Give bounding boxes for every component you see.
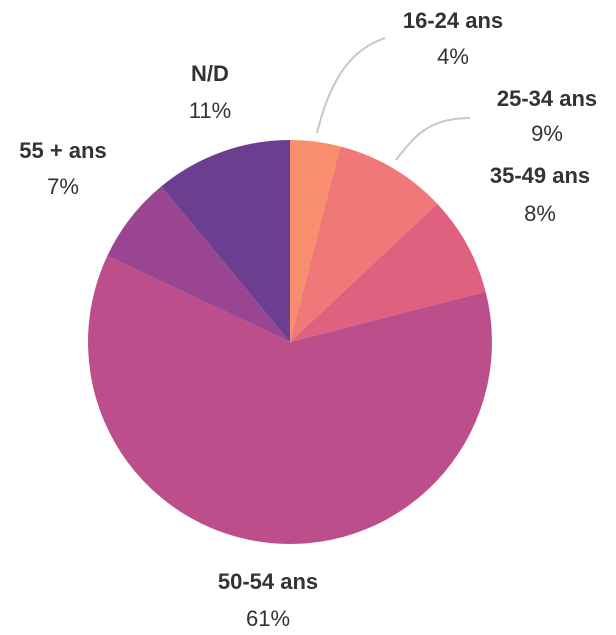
value-label: 7% (47, 174, 79, 199)
slice-label: 25-34 ans (497, 86, 597, 111)
pie-slice (107, 186, 290, 342)
pie-slice (290, 140, 341, 342)
slice-label: 50-54 ans (218, 569, 318, 594)
slice-label: 16-24 ans (403, 8, 503, 33)
value-label: 4% (437, 44, 469, 69)
pie-slice (290, 146, 438, 342)
leader-line (316, 37, 386, 134)
slice-label: N/D (191, 61, 229, 86)
pie-slice (88, 255, 493, 544)
value-label: 61% (246, 606, 290, 631)
pie-slice (161, 140, 290, 342)
leader-line (395, 117, 471, 161)
value-label: 8% (524, 201, 556, 226)
slice-label: 35-49 ans (490, 163, 590, 188)
pie-slice (290, 203, 486, 342)
slice-label: 55 + ans (19, 138, 106, 163)
value-label: 11% (189, 98, 231, 123)
value-label: 9% (531, 121, 563, 146)
